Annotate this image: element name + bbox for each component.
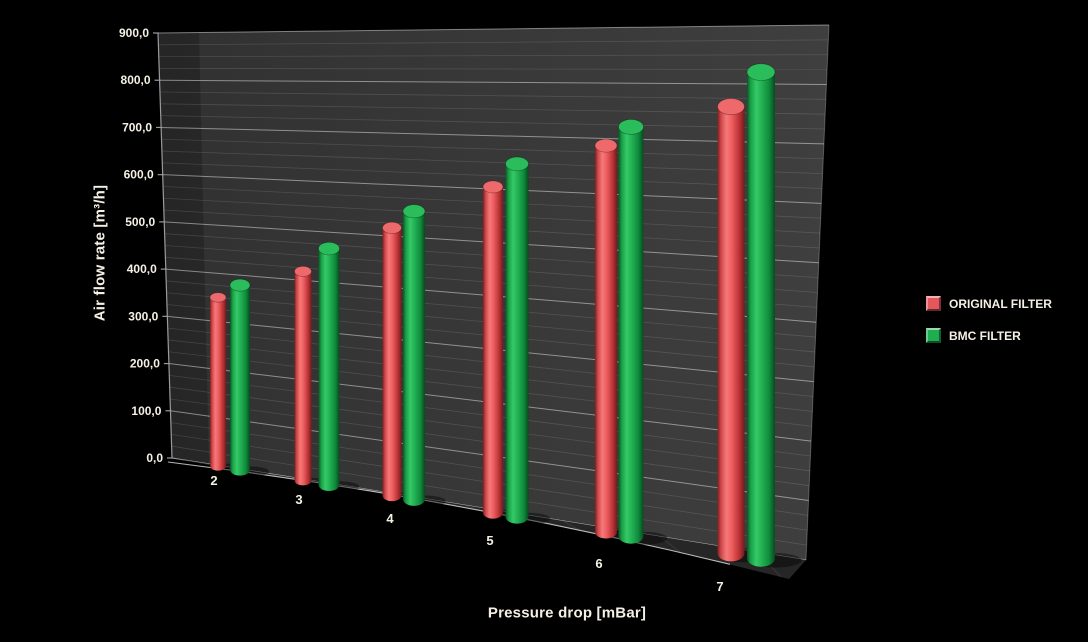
legend-label: BMC FILTER	[949, 328, 1021, 343]
bar-top	[717, 98, 745, 116]
category-label-5: 5	[486, 533, 493, 548]
bar-body	[210, 297, 226, 471]
side-wall-shade	[158, 32, 209, 463]
bar-body	[403, 211, 425, 506]
category-label-6: 6	[595, 556, 602, 571]
bar-top	[746, 63, 776, 81]
bar-bmc-filter-3	[318, 241, 360, 493]
minor-gridline	[160, 103, 826, 115]
y-tick-label: 0,0	[146, 451, 163, 465]
y-tick-label: 600,0	[124, 168, 154, 182]
bar-top	[382, 221, 402, 234]
bar-body	[618, 126, 644, 544]
y-tick-label: 200,0	[130, 357, 160, 371]
minor-gridline	[160, 115, 825, 130]
major-gridline	[161, 126, 824, 145]
bar-body	[505, 163, 529, 524]
major-gridline	[159, 79, 827, 85]
floor-front-edge	[167, 461, 731, 565]
x-axis-title: Pressure drop [mBar]	[487, 604, 647, 622]
y-axis-line	[157, 32, 173, 459]
y-tick-label: 300,0	[128, 309, 158, 323]
y-axis: 0,0 100,0 200,0 300,0 400,0 500,0 600,0 700,0 80…	[119, 26, 173, 465]
bar-body	[382, 227, 402, 502]
minor-gridline	[161, 138, 824, 160]
bar-body	[294, 271, 312, 486]
y-tick-label: 400,0	[127, 262, 157, 276]
category-label-3: 3	[295, 492, 302, 507]
bar-top	[318, 241, 340, 256]
category-label-2: 2	[210, 473, 217, 488]
bar-top	[594, 138, 618, 153]
bar-top	[294, 265, 312, 277]
floor-depth-line	[659, 536, 681, 553]
y-tick-label: 800,0	[121, 73, 151, 87]
bar-top	[402, 204, 426, 219]
y-tick-label: 500,0	[125, 215, 155, 229]
bar-top	[209, 292, 227, 303]
legend-item-original-filter: ORIGINAL FILTER	[926, 296, 1052, 311]
y-tick-label: 900,0	[119, 26, 149, 40]
legend-swatch-red	[926, 296, 941, 311]
bar-bmc-filter-4	[402, 204, 446, 507]
bar-body	[595, 145, 617, 539]
category-labels: 2 3 4 5 6 7	[210, 473, 723, 594]
wall-right-edge	[805, 24, 830, 561]
legend-swatch-green	[926, 328, 941, 343]
minor-gridline	[158, 54, 828, 58]
minor-gridline	[162, 162, 822, 189]
category-label-4: 4	[386, 511, 394, 526]
bar-top	[229, 278, 251, 292]
bar-bmc-filter-6	[618, 119, 668, 545]
bar-top	[618, 119, 644, 135]
minor-gridline	[159, 68, 828, 70]
legend-item-bmc-filter: BMC FILTER	[926, 328, 1052, 343]
bar-body	[230, 285, 250, 476]
minor-gridline	[159, 91, 826, 100]
bars	[209, 63, 802, 568]
bar-body	[717, 106, 745, 562]
category-label-7: 7	[716, 579, 723, 594]
bar-original-filter-3	[294, 265, 328, 487]
legend: ORIGINAL FILTER BMC FILTER	[926, 296, 1052, 360]
y-axis-title: Air flow rate [m³/h]	[91, 184, 109, 322]
legend-label: ORIGINAL FILTER	[949, 296, 1052, 311]
minor-gridline	[161, 150, 823, 175]
major-gridline	[157, 24, 830, 34]
bar-top	[482, 180, 504, 194]
bar-body	[318, 248, 340, 492]
bar-body	[747, 72, 775, 567]
bar-bmc-filter-5	[505, 156, 551, 525]
bar-bmc-filter-2	[229, 278, 269, 477]
y-tick-label: 700,0	[122, 120, 152, 134]
bar-top	[505, 156, 529, 172]
bar-body	[483, 186, 503, 519]
floor-depth-line	[561, 520, 581, 531]
bar-original-filter-4	[382, 221, 420, 503]
minor-gridline	[158, 39, 829, 46]
y-tick-label: 100,0	[131, 404, 161, 418]
bar-bmc-filter-7	[746, 63, 802, 568]
